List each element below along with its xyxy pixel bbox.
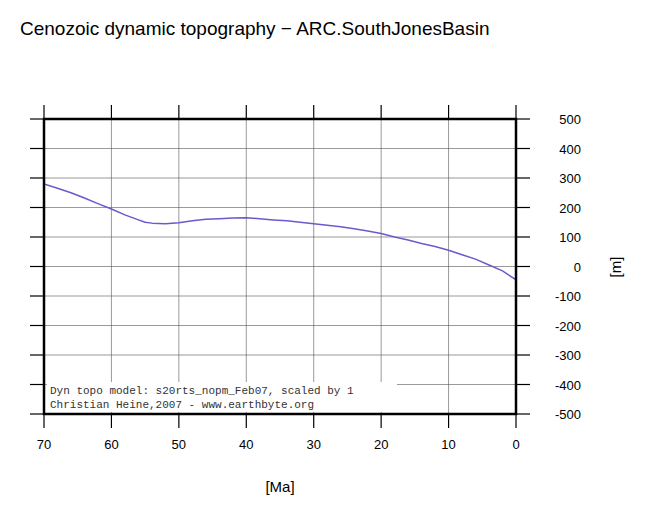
tick-label: 500 — [559, 112, 581, 127]
plot-area — [44, 184, 516, 280]
grid-line — [44, 355, 516, 356]
tick-label: -100 — [555, 289, 581, 304]
tick — [516, 325, 530, 326]
tick — [30, 413, 44, 414]
tick — [30, 177, 44, 178]
tick-label: 300 — [559, 171, 581, 186]
tick — [516, 295, 530, 296]
tick — [516, 266, 530, 267]
grid-line — [448, 119, 449, 414]
tick — [30, 325, 44, 326]
tick — [516, 207, 530, 208]
tick — [516, 384, 530, 385]
tick — [178, 105, 179, 119]
tick — [448, 414, 449, 428]
grid-line — [246, 119, 247, 414]
tick — [246, 414, 247, 428]
tick-label: 200 — [559, 201, 581, 216]
tick-label: 60 — [104, 437, 118, 452]
tick — [111, 105, 112, 119]
grid-line — [44, 296, 516, 297]
tick — [178, 414, 179, 428]
tick-label: 0 — [512, 437, 519, 452]
data-line — [44, 184, 516, 280]
grid-line — [44, 178, 516, 179]
chart: Cenozoic dynamic topography − ARC.SouthJ… — [0, 0, 646, 515]
tick — [516, 118, 530, 119]
tick-label: 0 — [574, 260, 581, 275]
x-axis-label: [Ma] — [265, 478, 294, 495]
tick-label: -300 — [555, 348, 581, 363]
tick-label: 10 — [441, 437, 455, 452]
tick — [30, 236, 44, 237]
tick-label: 400 — [559, 142, 581, 157]
tick-label: -400 — [555, 378, 581, 393]
tick-label: 20 — [374, 437, 388, 452]
tick — [313, 105, 314, 119]
tick — [43, 105, 44, 119]
tick-label: 100 — [559, 230, 581, 245]
tick — [30, 148, 44, 149]
grid-line — [44, 325, 516, 326]
tick — [246, 105, 247, 119]
tick — [516, 413, 530, 414]
tick — [30, 266, 44, 267]
tick — [516, 177, 530, 178]
tick — [448, 105, 449, 119]
tick-label: -500 — [555, 407, 581, 422]
grid-line — [111, 119, 112, 414]
tick — [30, 207, 44, 208]
title: Cenozoic dynamic topography − ARC.SouthJ… — [20, 18, 489, 39]
annotation: Dyn topo model: s20rts_nopm_Feb07, scale… — [50, 385, 354, 397]
tick-label: 40 — [239, 437, 253, 452]
tick-label: -200 — [555, 319, 581, 334]
grid-line — [381, 119, 382, 414]
tick — [516, 148, 530, 149]
grid-line — [313, 119, 314, 414]
annotation-box — [47, 382, 397, 412]
grid-line — [44, 237, 516, 238]
tick — [515, 105, 516, 119]
tick — [30, 384, 44, 385]
tick — [30, 354, 44, 355]
tick — [30, 295, 44, 296]
grid-line — [178, 119, 179, 414]
tick — [313, 414, 314, 428]
tick — [381, 105, 382, 119]
grid-line — [44, 148, 516, 149]
tick — [516, 236, 530, 237]
tick — [43, 414, 44, 428]
grid-line — [44, 207, 516, 208]
tick — [516, 354, 530, 355]
tick-label: 70 — [37, 437, 51, 452]
tick-label: 30 — [306, 437, 320, 452]
tick — [381, 414, 382, 428]
y-axis-label: [m] — [607, 257, 624, 278]
grid-line — [44, 266, 516, 267]
tick — [30, 118, 44, 119]
frame — [44, 119, 516, 414]
annotation: Christian Heine,2007 - www.earthbyte.org — [50, 399, 314, 411]
tick — [111, 414, 112, 428]
tick — [515, 414, 516, 428]
tick-label: 50 — [172, 437, 186, 452]
